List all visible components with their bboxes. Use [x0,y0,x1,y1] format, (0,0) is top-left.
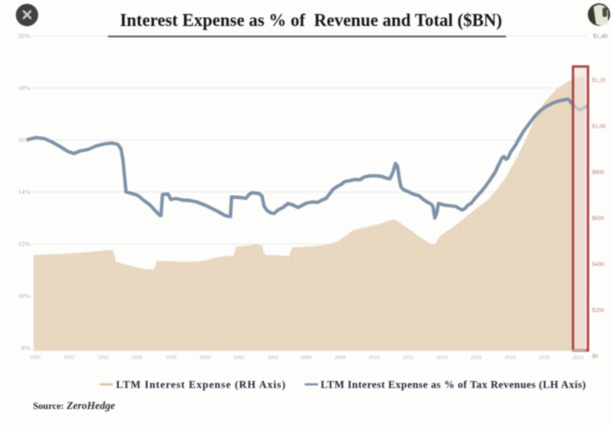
svg-text:$600: $600 [592,215,604,222]
svg-text:2000: 2000 [200,355,211,361]
svg-text:2006: 2006 [301,355,312,361]
svg-text:10%: 10% [18,293,31,300]
svg-text:2010: 2010 [369,355,380,361]
svg-text:18%: 18% [18,85,31,92]
svg-text:12%: 12% [18,241,31,248]
svg-text:$1,20: $1,20 [592,77,606,84]
svg-text:2022: 2022 [573,355,584,361]
svg-text:1990: 1990 [30,355,41,361]
svg-text:2020: 2020 [539,355,550,361]
svg-text:1994: 1994 [98,355,109,361]
svg-text:$400: $400 [592,261,604,268]
svg-text:2012: 2012 [403,355,414,361]
svg-text:Interest Expense as % of Reve: Interest Expense as % of Revenue and Tot… [120,10,502,30]
svg-text:8%: 8% [21,345,30,352]
svg-text:$0: $0 [592,353,598,360]
svg-text:2014: 2014 [437,355,448,361]
svg-text:Source: ZeroHedge: Source: ZeroHedge [33,401,115,412]
svg-text:1992: 1992 [64,355,75,361]
svg-text:2004: 2004 [268,355,279,361]
svg-text:2002: 2002 [234,355,245,361]
svg-text:2008: 2008 [335,355,346,361]
svg-text:1998: 1998 [166,355,177,361]
svg-text:━━ LTM Interest Expense (RH Ax: ━━ LTM Interest Expense (RH Axis) [99,380,286,391]
svg-text:$800: $800 [592,169,604,176]
svg-text:━━ LTM Interest Expense as % o: ━━ LTM Interest Expense as % of Tax Reve… [304,380,586,391]
svg-text:$1,40: $1,40 [593,33,608,40]
svg-text:2018: 2018 [505,355,516,361]
svg-text:$1,00: $1,00 [592,123,606,130]
svg-text:2016: 2016 [471,355,482,361]
svg-text:1996: 1996 [132,355,143,361]
svg-text:16%: 16% [18,137,31,144]
svg-text:14%: 14% [18,189,31,196]
svg-text:$200: $200 [592,307,604,314]
svg-text:20%: 20% [18,33,31,40]
